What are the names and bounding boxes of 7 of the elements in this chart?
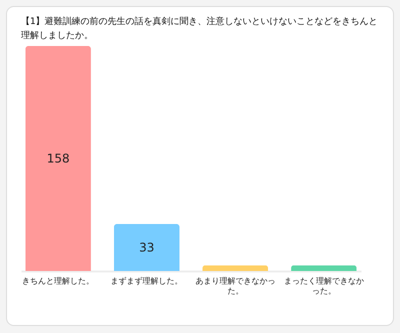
chart-title: 【1】避難訓練の前の先生の話を真剣に聞き、注意しないといけないことなどをきちんと理解しましたか。 — [21, 16, 378, 41]
x-tick-label: きちんと理解した。 — [22, 276, 94, 286]
data-label: 33 — [139, 240, 154, 255]
data-label: 158 — [46, 152, 70, 166]
x-tick-label: あまり理解できなかった。 — [195, 276, 276, 296]
x-tick-label: まったく理解できなかった。 — [284, 276, 364, 296]
x-tick-label: まずまず理解した。 — [110, 276, 183, 286]
